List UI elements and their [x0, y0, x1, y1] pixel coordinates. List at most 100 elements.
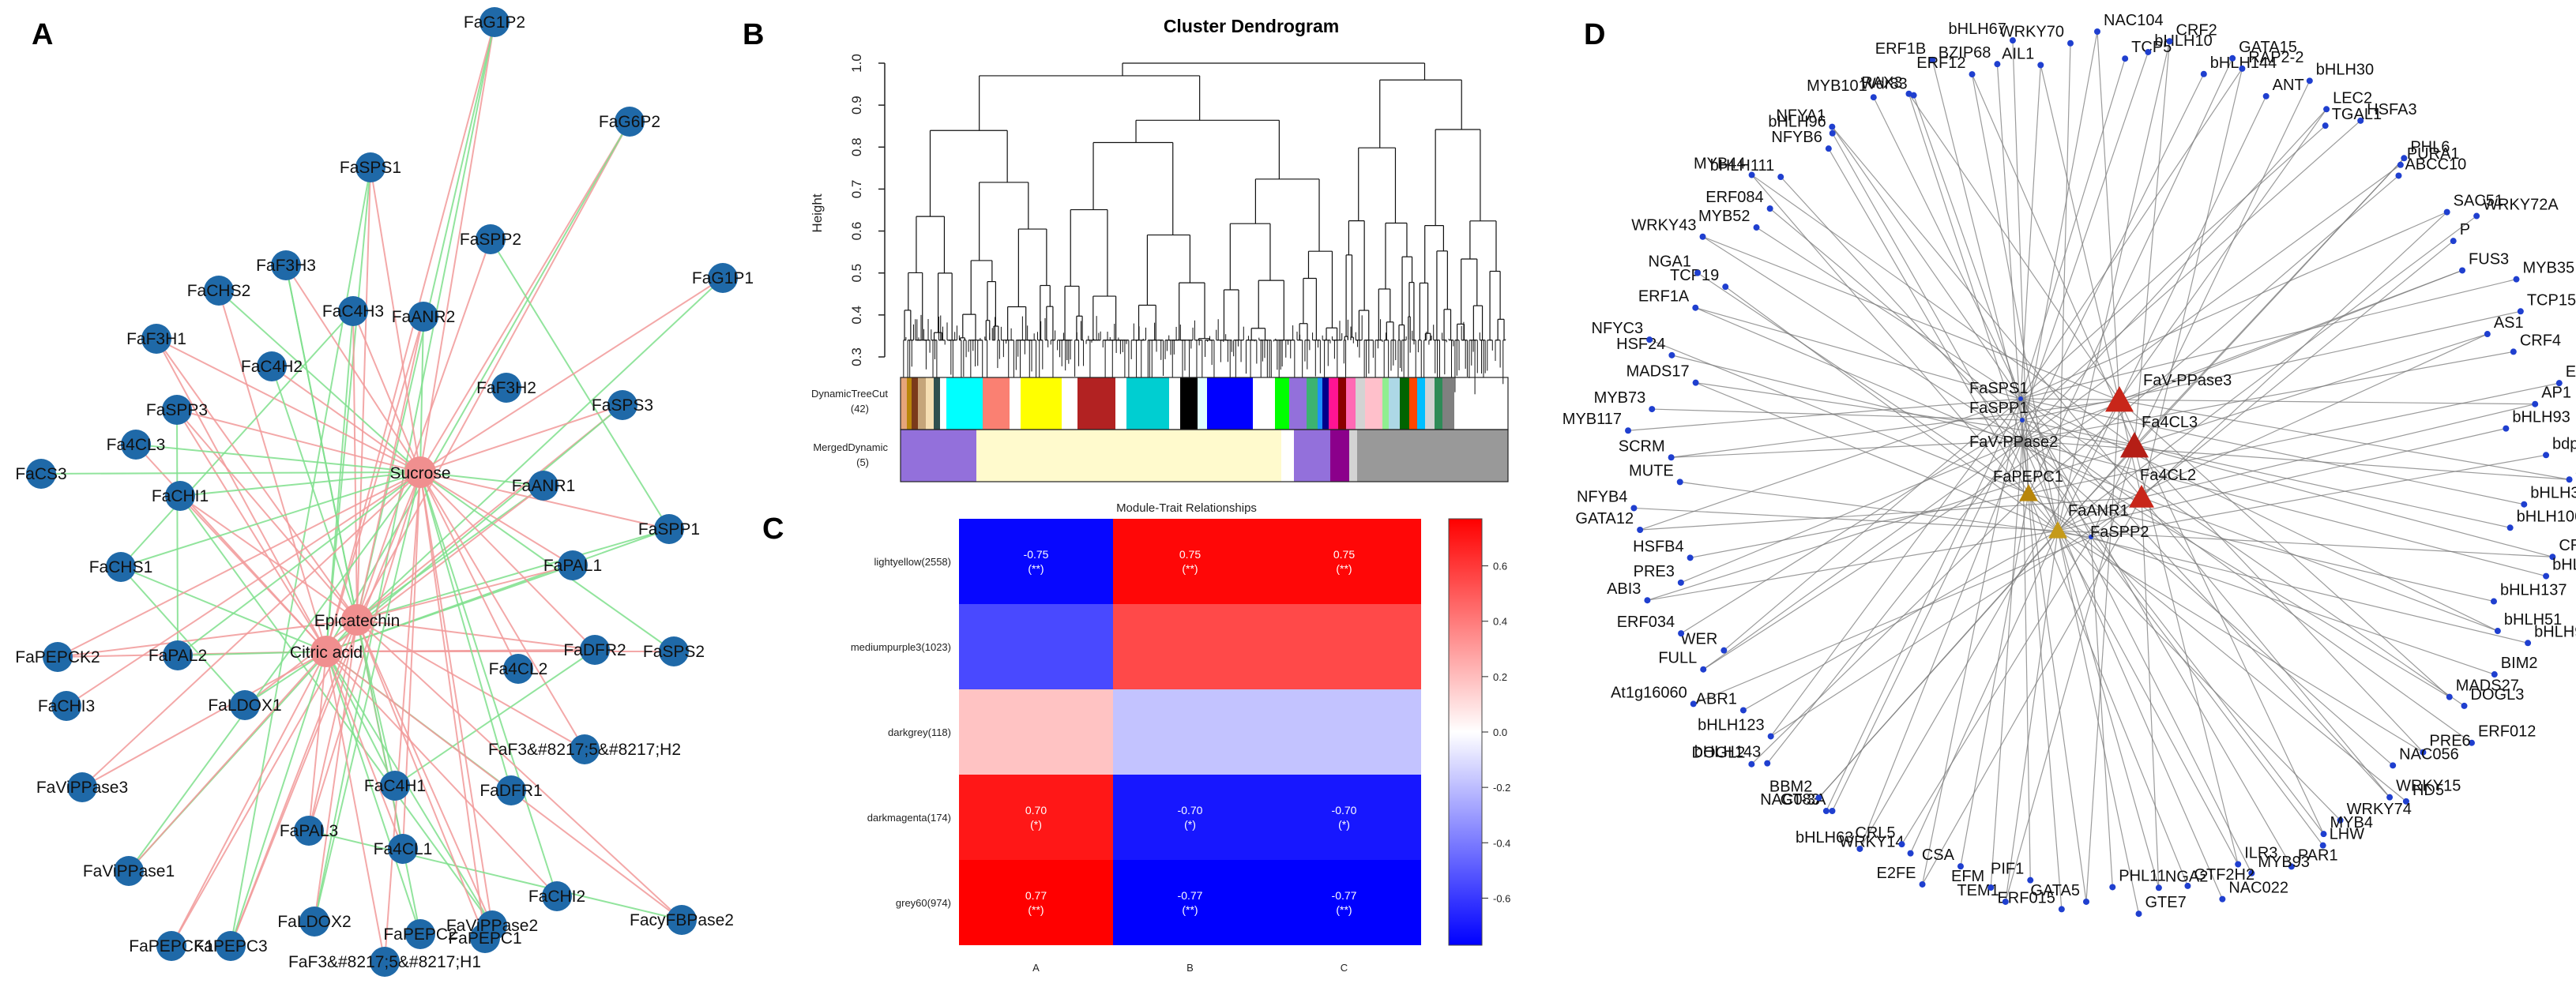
module-color-segment: [1275, 377, 1289, 430]
gene-label-fapal2: FaPAL2: [149, 647, 207, 665]
tf-node-bhlh144: [2200, 70, 2207, 77]
network-a-edge: [314, 471, 421, 922]
tf-node-nac083: [1822, 808, 1830, 815]
network-d-edge: [1766, 440, 2023, 764]
module-color-segment: [1382, 377, 1389, 430]
gene-label-fachi2: FaCHI2: [528, 888, 585, 906]
module-color-segment: [1329, 377, 1338, 430]
network-a-edge: [419, 471, 493, 926]
module-color-segment: [1409, 377, 1417, 430]
tf-node-bhlh51: [2494, 628, 2501, 635]
gene-label-faspp1: FaSPP1: [638, 520, 700, 539]
tf-node-tcp5: [2122, 55, 2129, 62]
tf-node-bhlh143: [1764, 760, 1771, 767]
tf-node-pre3: [1677, 579, 1684, 586]
network-a-edge: [356, 316, 424, 621]
tf-node-tem1: [2002, 898, 2009, 905]
tf-node-phl11: [2109, 884, 2116, 891]
hub-label-faspp1: FaSPP1: [1969, 400, 2028, 417]
network-d-edge: [1743, 530, 2059, 711]
gene-label-fachi3: FaCHI3: [38, 697, 95, 715]
tf-node-dogl2: [1748, 760, 1755, 768]
network-d-edge: [2021, 351, 2514, 441]
network-a-edge: [325, 651, 421, 935]
heatmap-cell: [1113, 689, 1267, 775]
tf-node-erf1b: [1929, 56, 1936, 63]
network-a-edge: [285, 265, 421, 935]
tf-label-sac51: SAC51: [2454, 193, 2503, 210]
tf-node-wrky43: [1699, 233, 1706, 240]
hub-label-fa4cl2: Fa4CL2: [2140, 467, 2196, 484]
tf-node-as1: [2484, 331, 2491, 338]
network-a-edge: [356, 619, 683, 921]
heatmap-cell-value: -0.77: [1178, 889, 1203, 902]
tf-label-bhlh111: bHLH111: [1710, 157, 1775, 175]
network-d-edge: [2020, 398, 2292, 867]
network-d-edge: [2020, 398, 2525, 505]
network-d-edge: [2021, 269, 2463, 441]
tf-node-ilr3: [2235, 861, 2242, 868]
heatmap-row-label: mediumpurple3(1023): [851, 641, 951, 653]
network-d-edge: [1908, 93, 2120, 401]
tf-node-wrky14: [1907, 850, 1914, 857]
tf-label-nac022: NAC022: [2228, 880, 2288, 897]
network-d-edge: [2021, 440, 2087, 903]
hub-node-sucrose: [404, 456, 436, 488]
network-d-edge: [1971, 73, 2135, 447]
heatmap-row-label: lightyellow(2558): [874, 556, 951, 568]
heatmap-cell: [1267, 775, 1421, 860]
network-d-edge: [2119, 400, 2570, 480]
hub-label-fav-ppase3: FaV-PPase3: [2143, 372, 2232, 389]
heatmap-scale-tick-label: 0.0: [1493, 726, 1507, 738]
network-a-edge: [176, 409, 179, 656]
tf-label-tcp19: TCP19: [1670, 267, 1719, 284]
network-a-edge: [419, 471, 512, 791]
network-d-edge: [1831, 126, 2142, 498]
module-color-segment: [1010, 377, 1021, 430]
tf-label-phl6: PHL6: [2410, 138, 2450, 156]
module-color-segment: [1207, 377, 1253, 430]
tf-node-at1g16060: [1690, 700, 1697, 708]
network-a-edge: [244, 619, 358, 706]
merged-color-segment: [901, 430, 976, 482]
module-color-segment: [1180, 377, 1198, 430]
network-a-edge: [419, 471, 596, 651]
gene-label-faldox2: FaLDOX2: [277, 913, 351, 931]
network-d-edge: [2090, 81, 2311, 538]
tf-label-nga1: NGA1: [1649, 253, 1691, 271]
tf-node-rax3: [1905, 90, 1912, 97]
network-d-edge: [1960, 493, 2029, 867]
network-d-edge: [1831, 126, 2021, 400]
tf-node-wrky74: [2337, 816, 2344, 824]
heatmap-cell-value: 0.75: [1333, 548, 1355, 561]
hub-label-epicatechin: Epicatechin: [314, 612, 401, 630]
tf-node-emb1444: [2555, 380, 2563, 387]
tf-node-hsf24: [1668, 351, 1675, 358]
tf-label-pre3: PRE3: [1634, 563, 1675, 580]
dendrogram-y-tick-label: 0.9: [849, 96, 864, 114]
tf-label-myb117: MYB117: [1563, 411, 1622, 428]
tf-label-p: P: [2460, 221, 2470, 238]
tf-node-crf2: [2166, 38, 2173, 45]
gene-label-fasps3: FaSPS3: [592, 396, 653, 415]
gene-label-fapal3: FaPAL3: [280, 822, 338, 840]
network-a-edge: [120, 566, 327, 652]
hub-node-faspp1: [2020, 418, 2025, 422]
module-trait-heatmap: Module-Trait Relationships -0.75(**)0.75…: [851, 501, 1511, 974]
heatmap-cell: [1113, 775, 1267, 860]
tf-label-wrky72a: WRKY72A: [2483, 197, 2559, 214]
dendrogram-y-tick-label: 0.4: [849, 306, 864, 325]
tf-label-e2fe: E2FE: [1877, 865, 1916, 882]
tf-label-myb35: MYB35: [2522, 260, 2574, 277]
tf-node-bdp1: [2543, 452, 2550, 459]
network-d-edge: [2057, 157, 2405, 531]
gene-node-fag1p2: [479, 7, 510, 37]
network-a-edge: [356, 121, 630, 621]
panel-label-a: A: [32, 18, 53, 51]
tf-label-mads27: MADS27: [2456, 678, 2519, 695]
gene-node-fachi1: [165, 481, 195, 511]
tf-node-myb35: [2513, 276, 2520, 283]
network-d-edge: [1649, 339, 2029, 494]
gene-label-faf3h3: FaF3H3: [256, 257, 316, 275]
